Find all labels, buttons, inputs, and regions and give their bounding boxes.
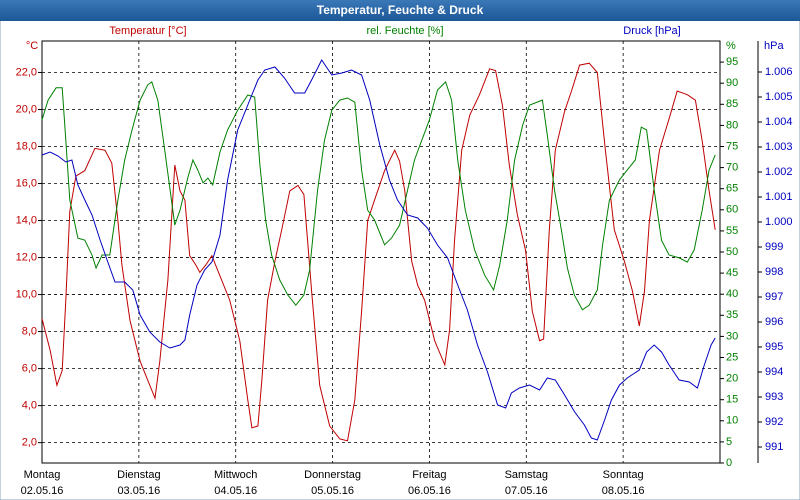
y2-tick-label: 40 [726,288,738,300]
y2-tick-label: 0 [726,457,732,469]
y-tick-label: 12,0 [16,251,37,263]
y2-tick-label: 80 [726,119,738,131]
x-tick-date: 07.05.16 [505,485,548,497]
title-bar [0,0,800,21]
y2-tick-label: 70 [726,162,738,174]
y-tick-label: 10,0 [16,288,37,300]
y2-tick-label: 85 [726,98,738,110]
x-tick-date: 02.05.16 [21,485,64,497]
y3-tick-label: 995 [765,341,783,353]
x-tick-label: Freitag [412,469,446,481]
y3-tick-label: 1.006 [765,66,793,78]
x-tick-label: Samstag [505,469,548,481]
y-tick-label: 20,0 [16,103,37,115]
y3-tick-label: 997 [765,291,783,303]
y-tick-label: 4,0 [22,400,37,412]
y3-tick-label: 996 [765,316,783,328]
x-tick-label: Dienstag [117,469,160,481]
x-tick-label: Mittwoch [214,469,257,481]
x-tick-label: Sonntag [603,469,644,481]
y3-tick-label: 1.002 [765,166,793,178]
y2-tick-label: 65 [726,183,738,195]
series-line [41,80,716,311]
y2-tick-label: 60 [726,204,738,216]
x-tick-label: Montag [24,469,61,481]
y3-tick-label: 1.003 [765,141,793,153]
y2-tick-label: 5 [726,436,732,448]
x-tick-date: 04.05.16 [214,485,257,497]
series-line [41,59,716,441]
y2-tick-label: 45 [726,267,738,279]
y3-tick-label: 1.000 [765,216,793,228]
y2-tick-label: 25 [726,351,738,363]
series-label: Temperatur [°C] [109,25,186,37]
x-tick-label: Donnerstag [304,469,361,481]
y3-tick-label: 992 [765,416,783,428]
y-tick-label: 16,0 [16,177,37,189]
y3-tick-label: 998 [765,266,783,278]
y3-tick-label: 991 [765,441,783,453]
chart-title: Temperatur, Feuchte & Druck [317,3,484,17]
y2-tick-label: 90 [726,77,738,89]
y2-unit: % [726,40,736,52]
y3-tick-label: 999 [765,241,783,253]
y2-tick-label: 50 [726,246,738,258]
y2-tick-label: 95 [726,56,738,68]
x-tick-date: 03.05.16 [117,485,160,497]
y-tick-label: 6,0 [22,363,37,375]
series-line [41,62,716,442]
x-tick-date: 08.05.16 [602,485,645,497]
series-label: rel. Feuchte [%] [366,25,443,37]
y3-tick-label: 994 [765,366,783,378]
y-tick-label: 2,0 [22,437,37,449]
y3-tick-label: 1.005 [765,91,793,103]
y2-tick-label: 75 [726,140,738,152]
y3-tick-label: 1.004 [765,116,793,128]
y2-tick-label: 15 [726,394,738,406]
y2-tick-label: 10 [726,415,738,427]
y3-tick-label: 1.001 [765,191,793,203]
y-tick-label: 22,0 [16,66,37,78]
y-tick-label: 14,0 [16,214,37,226]
y-tick-label: 8,0 [22,325,37,337]
y2-tick-label: 35 [726,309,738,321]
y2-tick-label: 55 [726,225,738,237]
y3-tick-label: 993 [765,391,783,403]
y3-unit: hPa [764,40,784,52]
series-label: Druck [hPa] [623,25,680,37]
y2-tick-label: 20 [726,373,738,385]
y2-tick-label: 30 [726,330,738,342]
x-tick-date: 05.05.16 [311,485,354,497]
y-tick-label: 18,0 [16,140,37,152]
y-unit: °C [26,40,38,52]
x-tick-date: 06.05.16 [408,485,451,497]
